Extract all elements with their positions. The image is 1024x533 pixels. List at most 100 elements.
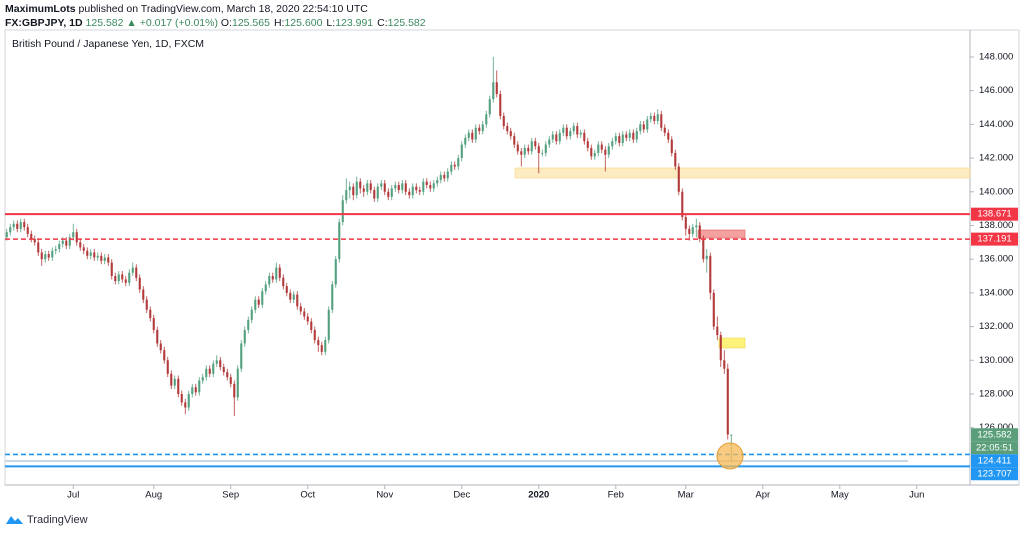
- candle-body: [110, 262, 113, 277]
- candle-body: [44, 254, 47, 260]
- candle-body: [170, 373, 173, 386]
- last-price-label: 125.582: [977, 429, 1011, 440]
- candle-body: [33, 238, 36, 243]
- x-tick-label: Dec: [453, 490, 470, 501]
- candle-body: [530, 141, 533, 152]
- zone: [514, 167, 971, 179]
- candle-body: [674, 153, 677, 167]
- candle-body: [327, 309, 330, 341]
- candle-body: [107, 257, 110, 263]
- candle-body: [600, 144, 603, 150]
- candle-body: [618, 136, 621, 143]
- candle-body: [229, 377, 232, 384]
- candle-body: [117, 274, 120, 282]
- candle-body: [660, 114, 663, 128]
- ohlc-key: H:: [273, 17, 285, 29]
- candle-body: [446, 171, 449, 179]
- candle-body: [719, 335, 722, 361]
- candle-body: [513, 136, 516, 145]
- candle-body: [572, 126, 575, 132]
- candle-body: [649, 115, 652, 120]
- candle-body: [387, 191, 390, 197]
- candle-body: [576, 126, 579, 135]
- candle-body: [614, 136, 617, 142]
- candle-body: [184, 402, 187, 408]
- candle-body: [604, 149, 607, 155]
- candle-body: [306, 316, 309, 322]
- candle-body: [457, 158, 460, 167]
- chart-title: British Pound / Japanese Yen, 1D, FXCM: [12, 38, 204, 50]
- candle-body: [292, 294, 295, 300]
- last: 125.582: [85, 17, 124, 29]
- candle-body: [89, 252, 92, 256]
- candle-body: [282, 277, 285, 287]
- y-tick-label: 134.000: [979, 287, 1013, 298]
- y-tick-label: 140.000: [979, 186, 1013, 197]
- y-tick-label: 142.000: [979, 153, 1013, 164]
- candle-body: [289, 292, 292, 300]
- level-label: 123.707: [977, 468, 1011, 479]
- candle-body: [544, 144, 547, 154]
- candle-body: [145, 299, 148, 310]
- candle-body: [726, 368, 729, 435]
- logo: [6, 516, 23, 524]
- candle-body: [12, 223, 15, 228]
- candle-body: [208, 368, 211, 374]
- candle-body: [698, 225, 701, 239]
- x-tick-label: Jun: [909, 490, 924, 501]
- candle-body: [397, 185, 400, 191]
- candle-body: [352, 186, 355, 196]
- candle-body: [247, 319, 250, 330]
- candle-body: [551, 134, 554, 140]
- candle-body: [299, 306, 302, 312]
- candle-body: [268, 276, 271, 285]
- candle-body: [415, 186, 418, 191]
- candle-body: [296, 294, 299, 307]
- candle-body: [285, 286, 288, 293]
- candle-body: [705, 255, 708, 260]
- candle-body: [331, 284, 334, 310]
- candle-body: [583, 132, 586, 142]
- candle-body: [355, 181, 358, 196]
- ohlc-value: 125.582: [387, 17, 426, 29]
- candle-body: [320, 345, 323, 352]
- author[interactable]: MaximumLots: [5, 3, 76, 15]
- candle-body: [390, 188, 393, 197]
- publish-line: MaximumLots published on TradingView.com…: [5, 3, 368, 15]
- candle-body: [19, 222, 22, 229]
- ohlc-key: O:: [220, 17, 232, 29]
- candle-body: [114, 276, 117, 282]
- candle-body: [338, 222, 341, 260]
- candle-body: [341, 200, 344, 223]
- x-tick-label: Feb: [608, 490, 624, 501]
- candle-body: [411, 186, 414, 196]
- candle-body: [103, 257, 106, 261]
- candle-body: [47, 254, 50, 258]
- candle-body: [460, 144, 463, 159]
- candle-body: [124, 279, 127, 283]
- candle-body: [275, 267, 278, 280]
- candle-body: [516, 144, 519, 152]
- symbol: FX:GBPJPY, 1D: [5, 17, 83, 29]
- ohlc-key: C:: [377, 17, 388, 29]
- candle-body: [26, 227, 29, 234]
- highlight: [716, 442, 744, 470]
- ohlc-value: 125.600: [284, 17, 323, 29]
- candle-body: [9, 227, 12, 233]
- candle-body: [131, 267, 134, 273]
- candle-body: [240, 343, 243, 369]
- candle-body: [96, 255, 99, 258]
- candle-body: [565, 127, 568, 137]
- candle-body: [257, 299, 260, 305]
- candle-body: [156, 329, 159, 344]
- candle-body: [191, 387, 194, 394]
- candle-body: [709, 255, 712, 293]
- candle-body: [453, 164, 456, 167]
- ohlc-value: 123.991: [335, 17, 374, 29]
- candle-body: [142, 289, 145, 300]
- candle-body: [635, 131, 638, 140]
- candle-body: [345, 190, 348, 201]
- x-tick-label: Nov: [376, 490, 393, 501]
- candle-body: [523, 147, 526, 155]
- y-tick-label: 132.000: [979, 321, 1013, 332]
